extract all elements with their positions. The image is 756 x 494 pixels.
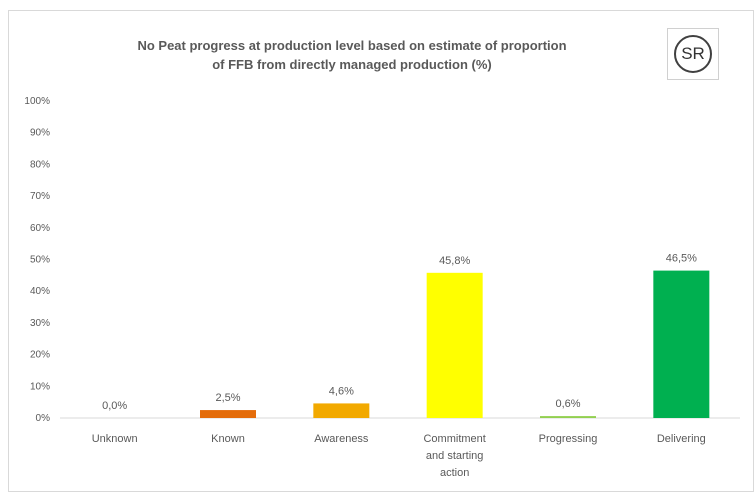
x-category-label: Unknown — [92, 433, 138, 445]
bar — [313, 403, 370, 418]
bar — [540, 416, 596, 418]
x-category-label: Commitment — [423, 433, 485, 445]
chart-title: No Peat progress at production level bas… — [40, 36, 664, 74]
y-tick-label: 80% — [30, 159, 50, 170]
x-category-label: action — [440, 467, 469, 479]
data-label: 0,0% — [102, 400, 127, 412]
sr-badge-label: SR — [674, 35, 712, 73]
y-tick-label: 90% — [30, 128, 50, 139]
bar — [653, 270, 710, 418]
chart-frame — [8, 10, 754, 492]
y-tick-label: 60% — [30, 223, 50, 234]
bar — [200, 410, 256, 418]
y-tick-label: 100% — [24, 96, 50, 107]
x-category-label: Progressing — [539, 433, 598, 445]
sr-badge: SR — [667, 28, 719, 80]
y-tick-label: 20% — [30, 350, 50, 361]
chart-title-line-2: of FFB from directly managed production … — [212, 57, 492, 72]
data-label: 2,5% — [215, 392, 240, 404]
data-label: 45,8% — [439, 255, 470, 267]
x-category-label: Awareness — [314, 433, 369, 445]
data-label: 4,6% — [329, 385, 354, 397]
y-tick-label: 70% — [30, 191, 50, 202]
y-tick-label: 40% — [30, 286, 50, 297]
y-tick-label: 30% — [30, 318, 50, 329]
x-category-label: and starting — [426, 450, 483, 462]
x-category-label: Delivering — [657, 433, 706, 445]
y-tick-label: 10% — [30, 381, 50, 392]
x-category-label: Known — [211, 433, 245, 445]
y-tick-label: 50% — [30, 255, 50, 266]
data-label: 0,6% — [555, 398, 580, 410]
bar — [426, 272, 483, 418]
y-tick-label: 0% — [36, 413, 51, 424]
chart-title-line-1: No Peat progress at production level bas… — [137, 38, 567, 53]
data-label: 46,5% — [666, 253, 697, 265]
